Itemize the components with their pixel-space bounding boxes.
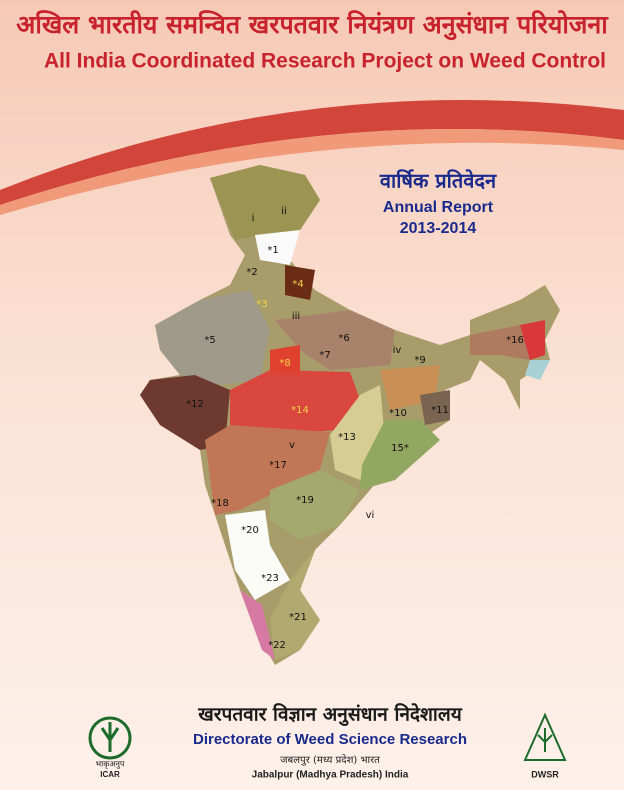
map-label: *17 xyxy=(269,460,287,471)
region-8 xyxy=(270,345,300,375)
region-kar xyxy=(225,510,290,600)
map-label: *20 xyxy=(241,525,259,536)
region-odisha xyxy=(360,420,440,490)
report-title: Annual Report xyxy=(383,199,494,216)
swoosh xyxy=(0,100,624,205)
dwsr-logo: DWSR xyxy=(523,712,567,779)
map-label: *7 xyxy=(319,350,330,361)
footer-hindi-name: खरपतवार विज्ञान अनुसंधान निदेशालय xyxy=(197,703,462,727)
region-hp xyxy=(255,230,300,265)
map-label: *18 xyxy=(211,498,229,509)
icar-wheat xyxy=(100,722,120,752)
region-wb xyxy=(420,390,450,425)
map-label: i xyxy=(252,213,255,224)
footer-hindi-location: जबलपुर (मध्य प्रदेश) भारत xyxy=(280,754,380,766)
report-hindi-title: वार्षिक प्रतिवेदन xyxy=(379,169,497,193)
footer-name: Directorate of Weed Science Research xyxy=(193,731,467,748)
region-jk xyxy=(210,165,320,240)
icar-hindi: भाकृअनुप xyxy=(96,760,125,770)
region-ker xyxy=(240,590,275,660)
map-label: *1 xyxy=(267,245,278,256)
title: All India Coordinated Research Project o… xyxy=(44,50,606,73)
map-label: *14 xyxy=(291,405,309,416)
map-label: *21 xyxy=(289,612,307,623)
map-label: *23 xyxy=(261,573,279,584)
region-mp xyxy=(230,370,360,435)
map-label: 15* xyxy=(391,443,409,454)
region-raj xyxy=(155,290,270,385)
region-mh xyxy=(205,425,330,515)
map-label: *11 xyxy=(431,405,449,416)
region-guj xyxy=(140,375,230,450)
report-year: 2013-2014 xyxy=(400,220,477,237)
region-uk xyxy=(285,265,315,300)
swoosh-light xyxy=(0,128,624,215)
icar-emblem xyxy=(88,716,132,760)
region-16 xyxy=(520,320,545,360)
map-label: *13 xyxy=(338,432,356,443)
map-label: *5 xyxy=(204,335,215,346)
map-label: *10 xyxy=(389,408,407,419)
icar-label: ICAR xyxy=(100,770,120,779)
map-label: iv xyxy=(393,345,402,356)
map-label: *22 xyxy=(268,640,286,651)
map-label: v xyxy=(289,440,295,451)
dwsr-label: DWSR xyxy=(531,769,559,779)
map-label: iii xyxy=(292,311,300,322)
india-map xyxy=(140,165,560,665)
map-label: *6 xyxy=(338,333,349,344)
footer-location: Jabalpur (Madhya Pradesh) India xyxy=(252,770,409,781)
dwsr-plant xyxy=(537,728,553,752)
region-ap xyxy=(270,470,360,540)
icar-logo: भाकृअनुप ICAR xyxy=(88,716,132,779)
region-up xyxy=(275,310,395,370)
map-label: *3 xyxy=(256,299,267,310)
map-label: *8 xyxy=(279,358,290,369)
hindi-title: अखिल भारतीय समन्वित खरपतवार नियंत्रण अनु… xyxy=(16,10,609,41)
map-label: *9 xyxy=(414,355,425,366)
region-ne2 xyxy=(525,360,550,380)
map-label: *4 xyxy=(292,279,303,290)
map-label: *2 xyxy=(246,267,257,278)
map-label: *19 xyxy=(296,495,314,506)
map-label: ii xyxy=(281,206,287,217)
map-label: *12 xyxy=(186,399,204,410)
dwsr-emblem xyxy=(523,712,567,761)
map-label: *16 xyxy=(506,335,524,346)
map-label: vi xyxy=(366,510,375,521)
map-labels: i ii *1 *2 *4 *3 iii *5 *6 iv *9 *16 *8 … xyxy=(186,206,524,651)
region-tn xyxy=(270,550,320,660)
